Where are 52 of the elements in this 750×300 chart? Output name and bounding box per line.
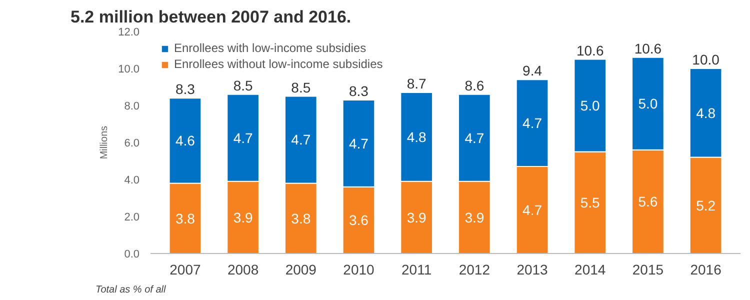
total-label: 8.7 [406,76,427,92]
total-label: 9.4 [522,62,542,79]
y-tick-label: 4.0 [124,174,140,186]
y-tick-label: 8.0 [124,100,140,112]
x-tick-label: 2014 [574,262,606,278]
data-label: 5.5 [580,194,600,211]
data-label: 4.7 [233,130,253,146]
data-label: 4.7 [464,130,484,146]
total-label: 10.0 [692,52,720,68]
data-label: 3.6 [349,212,369,228]
x-tick-label: 2016 [690,262,722,278]
data-label: 3.8 [291,210,311,226]
x-tick-label: 2015 [632,262,664,278]
x-tick-label: 2009 [285,262,317,278]
y-tick-label: 10.0 [118,64,140,76]
legend-label: Enrollees with low-income subsidies [174,41,366,55]
x-tick-label: 2012 [458,262,490,278]
data-label: 3.9 [233,209,253,226]
data-label: 4.6 [175,132,196,149]
x-tick-label: 2011 [402,262,432,278]
y-tick-label: 12.0 [118,26,140,38]
data-label: 5.6 [638,194,658,210]
x-tick-label: 2013 [516,262,548,278]
data-label: 5.0 [638,96,658,112]
y-tick-label: 2.0 [124,212,140,224]
data-label: 3.8 [175,210,196,226]
data-label: 3.9 [406,209,427,226]
total-label: 10.6 [576,42,604,58]
data-label: 4.7 [349,135,369,152]
data-label: 4.7 [522,202,542,218]
chart-title: 5.2 million between 2007 and 2016. [70,8,352,26]
total-label: 8.5 [291,79,311,96]
total-label: 8.6 [464,77,484,94]
data-label: 4.7 [522,115,542,132]
data-label: 4.8 [406,128,427,145]
x-tick-label: 2007 [170,262,201,278]
data-label: 5.2 [696,197,716,214]
total-label: 8.3 [175,81,196,98]
total-label: 8.3 [349,82,369,99]
y-axis-title: Millions [99,126,110,160]
y-tick-label: 0.0 [124,248,140,260]
data-label: 4.7 [291,132,311,148]
x-tick-label: 2010 [343,262,375,278]
legend-label: Enrollees without low-income subsidies [174,57,383,71]
data-label: 4.8 [696,104,716,121]
total-label: 10.6 [634,40,662,56]
data-label: 3.9 [464,209,484,226]
text: Total as % of all [96,284,167,296]
total-label: 8.5 [233,77,253,94]
y-tick-label: 6.0 [124,138,140,150]
data-label: 5.0 [580,98,600,114]
x-tick-label: 2008 [227,262,259,278]
